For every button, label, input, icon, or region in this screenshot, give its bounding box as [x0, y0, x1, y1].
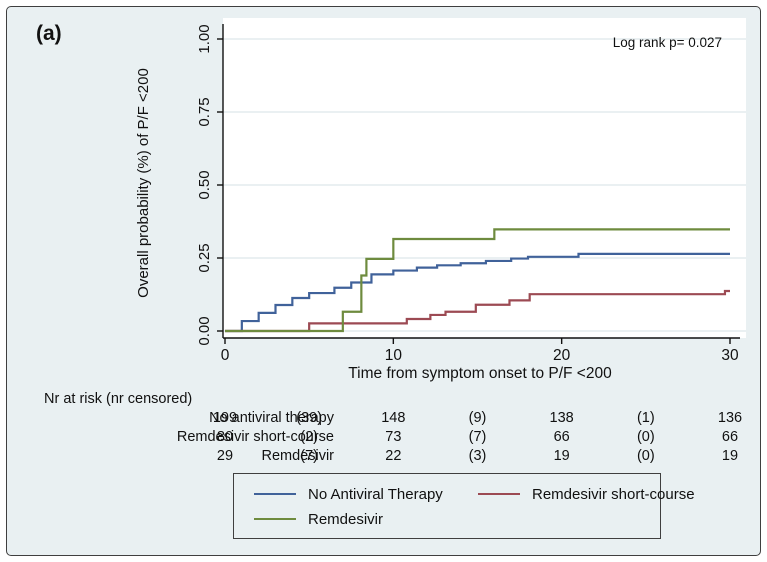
number-at-risk-table: Nr at risk (nr censored) No antiviral the…	[0, 0, 767, 464]
risk-value: 80	[216, 429, 234, 445]
risk-value: (1)	[636, 410, 655, 426]
series-line-remdesivir-short-course	[225, 289, 730, 333]
series-line-no-antiviral-therapy	[225, 252, 730, 333]
panel-label: (a)	[36, 22, 62, 45]
risk-value: 136	[717, 410, 743, 426]
risk-value: (0)	[636, 448, 655, 464]
x-tick-label: 30	[721, 347, 739, 364]
y-tick-label: 0.00	[196, 316, 213, 345]
risk-value: (2)	[300, 429, 319, 445]
legend-item: Remdesivir	[254, 510, 384, 528]
legend-item: Remdesivir short-course	[478, 485, 695, 503]
y-tick-label: 0.50	[196, 170, 213, 199]
risk-value: 22	[385, 448, 402, 464]
plot-area	[223, 18, 746, 338]
risk-row-label: No antiviral therapy	[209, 410, 334, 426]
y-tick-label: 0.25	[196, 243, 213, 272]
risk-value: 148	[381, 410, 406, 426]
risk-row-label: Remdesivir	[261, 448, 334, 464]
risk-value: (0)	[636, 429, 655, 445]
risk-value: 73	[385, 429, 402, 445]
x-axis-title: Time from symptom onset to P/F <200	[348, 365, 612, 382]
risk-value: 29	[216, 448, 234, 464]
x-tick-label: 10	[385, 347, 403, 364]
y-axis-title: Overall probability (%) of P/F <200	[135, 68, 152, 298]
risk-value: 19	[553, 448, 570, 464]
chart-legend: No Antiviral Therapy Remdesivir short-cou…	[233, 473, 695, 539]
risk-value: 199	[212, 410, 238, 426]
legend-line-swatch	[254, 517, 296, 521]
series-line-remdesivir	[225, 228, 730, 333]
risk-value: 66	[553, 429, 570, 445]
risk-value: (7)	[468, 429, 487, 445]
risk-value: 138	[549, 410, 574, 426]
log-rank-annotation: Log rank p= 0.027	[613, 35, 722, 50]
risk-value: (3)	[468, 448, 487, 464]
risk-value: 66	[721, 429, 739, 445]
risk-value: (39)	[296, 410, 323, 426]
legend-line-swatch	[254, 492, 296, 496]
risk-row-label: Remdesivir short-course	[176, 429, 334, 445]
legend-line-swatch	[478, 492, 520, 496]
x-tick-label: 20	[553, 347, 571, 364]
risk-value: (7)	[300, 448, 319, 464]
y-tick-label: 1.00	[196, 24, 213, 53]
legend-label: Remdesivir	[308, 510, 384, 528]
risk-value: (9)	[468, 410, 487, 426]
risk-table-header: Nr at risk (nr censored)	[44, 391, 193, 407]
risk-value: 19	[721, 448, 739, 464]
legend-item: No Antiviral Therapy	[254, 485, 443, 503]
x-tick-label: 0	[221, 347, 230, 364]
legend-label: Remdesivir short-course	[532, 485, 695, 503]
y-tick-label: 0.75	[196, 97, 213, 126]
legend-label: No Antiviral Therapy	[308, 485, 443, 503]
